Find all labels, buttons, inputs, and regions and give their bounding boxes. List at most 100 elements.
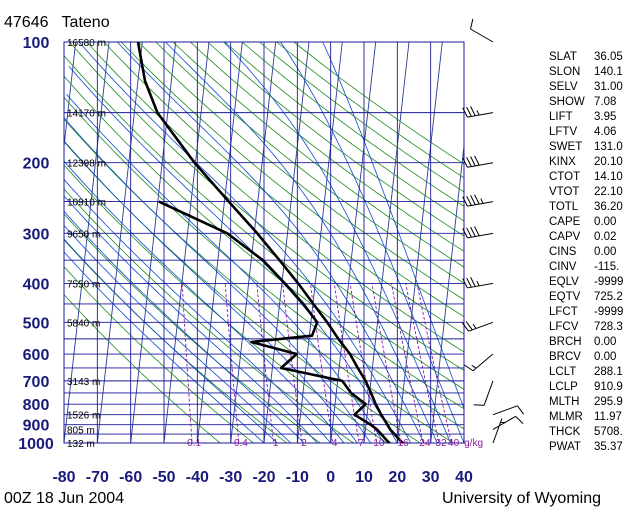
mixing-ratio-line — [333, 283, 360, 443]
mixing-ratio-label: 4 — [332, 438, 338, 449]
dry-adiabat-line — [241, 42, 464, 207]
wind-barb-staff — [467, 282, 494, 289]
mixing-ratio-line — [416, 283, 453, 443]
wind-barb-feather — [473, 404, 485, 406]
temperature-tick-label: -40 — [186, 469, 209, 486]
index-name: PWAT — [549, 441, 581, 453]
index-value: 0.02 — [594, 231, 617, 243]
mixing-ratio-label: 0.4 — [234, 438, 248, 449]
height-label: 14170 m — [67, 109, 106, 120]
index-value: 0.00 — [594, 336, 617, 348]
wind-barb-feather — [470, 195, 476, 205]
wind-barb-staff — [483, 380, 494, 406]
wind-barb-feather — [470, 106, 476, 116]
mixing-ratio-line — [181, 283, 193, 443]
wind-barb-staff — [467, 201, 494, 207]
index-value: 35.37 — [594, 441, 623, 453]
dry-adiabat-line — [64, 75, 464, 410]
index-value: 4.06 — [594, 126, 617, 138]
wind-barb-half-feather — [476, 110, 480, 116]
height-label: 5840 m — [67, 318, 100, 329]
moist-adiabat-line — [64, 178, 331, 443]
mixing-ratio-label: 24 — [419, 438, 431, 449]
index-value: 910.9 — [594, 381, 623, 393]
wind-barb — [462, 155, 494, 168]
index-name: TOTL — [549, 201, 579, 213]
index-name: LCLT — [549, 366, 577, 378]
wind-barb-half-feather — [476, 280, 480, 287]
mixing-ratio-line — [256, 283, 275, 443]
mixing-ratio-line — [282, 283, 303, 443]
isotherm-line — [196, 42, 243, 443]
moist-adiabat-line — [64, 195, 318, 443]
isotherm-line — [463, 438, 464, 443]
wind-barb-feather — [462, 196, 468, 207]
index-name: MLMR — [549, 411, 583, 423]
temperature-tick-label: 40 — [455, 469, 473, 486]
index-value: 131.0 — [594, 141, 623, 153]
dry-adiabat-line — [103, 42, 464, 335]
wind-barb-feather — [470, 156, 476, 167]
wind-barb-feather — [515, 416, 524, 424]
index-name: CINV — [549, 261, 577, 273]
index-value: 295.9 — [594, 396, 623, 408]
mixing-ratio-label: 2 — [301, 438, 307, 449]
wind-barb-staff — [492, 405, 518, 416]
wind-barb — [462, 226, 494, 239]
temperature-tick-label: 20 — [388, 469, 406, 486]
pressure-tick-label: 700 — [23, 374, 50, 391]
index-name: SLON — [549, 66, 581, 78]
station-id: 47646 — [4, 14, 49, 31]
wind-barb-staff — [468, 321, 494, 332]
index-name: SWET — [549, 141, 583, 153]
dry-adiabat-line — [64, 96, 464, 430]
wind-barb — [464, 353, 494, 372]
wind-barb-feather — [470, 276, 476, 287]
wind-barb-feather — [464, 364, 474, 372]
height-label: 12398 m — [67, 159, 106, 170]
moist-adiabat-line — [165, 42, 438, 443]
temperature-tick-label: 30 — [422, 469, 440, 486]
mixing-ratio-lines — [181, 283, 453, 443]
mixing-ratio-label: 10 — [373, 438, 385, 449]
index-value: 22.10 — [594, 186, 623, 198]
index-value: -115. — [594, 261, 620, 273]
index-value: -9999 — [594, 306, 624, 318]
temperature-tick-label: -70 — [86, 469, 109, 486]
isotherm-line — [396, 42, 443, 443]
wind-barb-half-feather — [471, 364, 477, 369]
plot-grid — [63, 41, 465, 444]
index-value: 0.00 — [594, 246, 617, 258]
wind-barb-feather — [466, 227, 472, 238]
pressure-tick-label: 900 — [23, 418, 50, 435]
moist-adiabat-line — [64, 210, 305, 443]
height-label: 7550 m — [67, 279, 100, 290]
index-value: 14.10 — [594, 171, 623, 183]
mixing-ratio-line — [371, 283, 402, 443]
mixing-ratio-line — [405, 283, 440, 443]
index-value: -9999 — [594, 276, 624, 288]
dry-adiabat-line — [155, 42, 464, 284]
mixing-ratio-line — [391, 283, 424, 443]
moist-adiabat-line — [64, 224, 291, 443]
pressure-tick-label: 800 — [23, 397, 50, 414]
height-label: 805 m — [67, 425, 95, 436]
pressure-tick-label: 400 — [23, 276, 50, 293]
mixing-ratio-label: 16 — [398, 438, 410, 449]
wind-barb-feather — [474, 226, 480, 236]
dry-adiabat-line — [207, 42, 464, 237]
dry-adiabat-line — [68, 42, 464, 371]
index-name: SHOW — [549, 96, 585, 108]
index-name: LFTV — [549, 126, 578, 138]
wind-barb-staff — [467, 232, 494, 239]
wind-barb — [461, 321, 494, 332]
isotherm-line — [430, 142, 464, 443]
temperature-tick-label: 0 — [326, 469, 335, 486]
data-source: University of Wyoming — [442, 490, 602, 507]
index-value: 31.00 — [594, 81, 623, 93]
mixing-ratio-line — [349, 283, 378, 443]
dry-adiabat-line — [64, 266, 255, 443]
height-label: 16580 m — [67, 38, 106, 49]
wind-barb-feather — [462, 157, 468, 168]
temperature-tick-label: -10 — [286, 469, 309, 486]
